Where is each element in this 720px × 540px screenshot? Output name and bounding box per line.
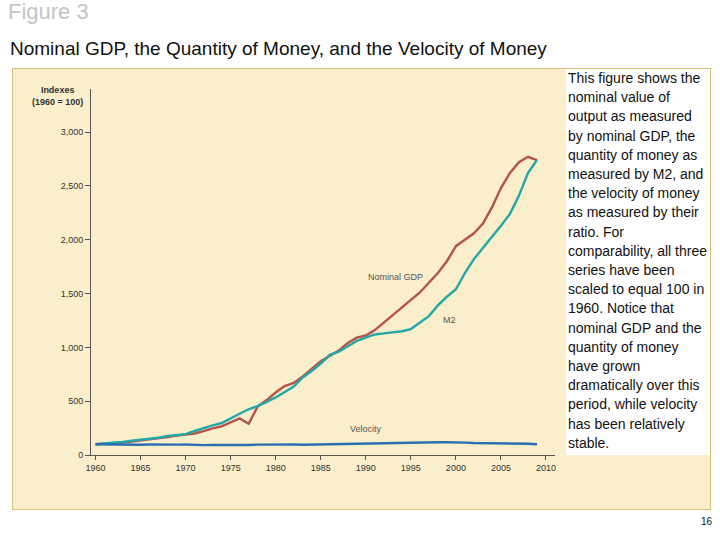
svg-text:M2: M2 <box>443 315 456 325</box>
svg-text:2000: 2000 <box>446 463 466 473</box>
svg-text:1965: 1965 <box>131 463 151 473</box>
svg-text:1980: 1980 <box>266 463 286 473</box>
svg-text:1960: 1960 <box>85 463 105 473</box>
html-text:Nominal GDP, the Quantity of M: Nominal GDP, the Quantity of Money, and … <box>10 38 547 59</box>
svg-text:Nominal GDP: Nominal GDP <box>368 272 423 282</box>
svg-text:Velocity: Velocity <box>350 424 382 434</box>
svg-text:2010: 2010 <box>536 463 556 473</box>
svg-text:1975: 1975 <box>221 463 241 473</box>
svg-text:1,000: 1,000 <box>61 343 84 353</box>
svg-text:Indexes(1960 = 100): Indexes(1960 = 100) <box>32 85 83 107</box>
html-text:16: 16 <box>700 516 712 527</box>
svg-text:3,000: 3,000 <box>61 127 84 137</box>
svg-text:1990: 1990 <box>356 463 376 473</box>
svg-text:1970: 1970 <box>176 463 196 473</box>
html-text:Figure 3: Figure 3 <box>8 0 89 24</box>
svg-text:1985: 1985 <box>311 463 331 473</box>
svg-text:2,000: 2,000 <box>61 235 84 245</box>
svg-text:0: 0 <box>78 450 83 460</box>
svg-text:2005: 2005 <box>491 463 511 473</box>
svg-text:2,500: 2,500 <box>61 181 84 191</box>
html-text:This figure shows the nominal: This figure shows the nominal value of o… <box>568 70 707 451</box>
svg-text:500: 500 <box>68 396 83 406</box>
svg-text:1,500: 1,500 <box>61 289 84 299</box>
svg-text:1995: 1995 <box>401 463 421 473</box>
